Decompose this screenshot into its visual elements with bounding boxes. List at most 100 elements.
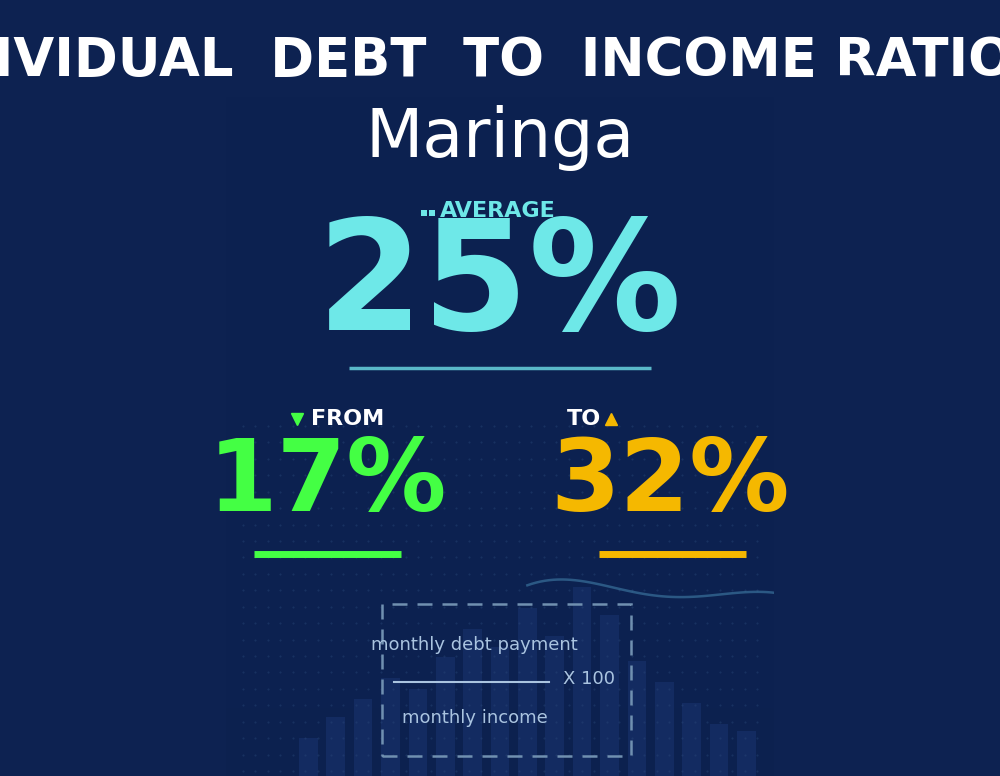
Bar xyxy=(226,660,774,669)
Bar xyxy=(226,213,774,223)
Bar xyxy=(226,553,774,563)
Bar xyxy=(226,456,774,466)
Bar xyxy=(226,417,774,427)
Bar xyxy=(226,48,774,58)
Bar xyxy=(226,330,774,339)
Bar xyxy=(226,0,774,9)
Bar xyxy=(226,573,774,582)
Bar xyxy=(226,97,774,106)
Bar xyxy=(226,640,774,650)
Bar xyxy=(226,495,774,504)
Bar xyxy=(226,106,774,116)
Bar xyxy=(429,210,435,217)
Bar xyxy=(628,660,646,776)
Bar xyxy=(226,689,774,698)
Bar xyxy=(226,9,774,19)
Bar xyxy=(226,737,774,747)
Bar xyxy=(226,601,774,611)
Bar xyxy=(326,716,345,776)
Text: monthly income: monthly income xyxy=(402,709,547,727)
Bar xyxy=(226,698,774,708)
Text: INDIVIDUAL  DEBT  TO  INCOME RATIO  IN: INDIVIDUAL DEBT TO INCOME RATIO IN xyxy=(0,35,1000,87)
Bar xyxy=(226,747,774,757)
Bar xyxy=(226,272,774,282)
Bar xyxy=(226,563,774,573)
Bar xyxy=(226,466,774,475)
Bar xyxy=(421,210,427,217)
Bar xyxy=(226,175,774,184)
Bar xyxy=(600,615,619,776)
Bar xyxy=(655,681,674,776)
Bar xyxy=(226,155,774,165)
Bar xyxy=(226,78,774,87)
Bar xyxy=(226,194,774,203)
Bar xyxy=(226,514,774,524)
Bar xyxy=(226,39,774,48)
Bar xyxy=(226,300,774,310)
Bar xyxy=(226,349,774,359)
Bar xyxy=(226,669,774,679)
Bar xyxy=(226,611,774,621)
Bar xyxy=(436,657,455,776)
Bar xyxy=(226,252,774,262)
Bar xyxy=(573,587,591,776)
Bar xyxy=(226,378,774,388)
Bar xyxy=(737,730,756,776)
Bar xyxy=(226,534,774,543)
Bar xyxy=(226,184,774,194)
Bar xyxy=(226,136,774,145)
Text: Maringa: Maringa xyxy=(365,105,635,171)
Bar xyxy=(409,688,427,776)
Text: AVERAGE: AVERAGE xyxy=(440,201,556,221)
Bar xyxy=(226,397,774,407)
Bar xyxy=(226,87,774,97)
Bar xyxy=(463,629,482,776)
Bar xyxy=(226,29,774,39)
Bar xyxy=(226,767,774,776)
Bar xyxy=(226,475,774,485)
Bar xyxy=(226,591,774,601)
Bar xyxy=(226,262,774,272)
Bar xyxy=(226,650,774,660)
Bar xyxy=(226,708,774,718)
Bar xyxy=(226,718,774,728)
Bar xyxy=(710,723,728,776)
Bar xyxy=(354,699,372,776)
Bar xyxy=(226,630,774,640)
Bar xyxy=(226,145,774,155)
Bar xyxy=(226,291,774,300)
Bar xyxy=(226,19,774,29)
Bar xyxy=(226,543,774,553)
Bar xyxy=(226,116,774,126)
Bar xyxy=(226,68,774,78)
Bar xyxy=(226,310,774,320)
Text: monthly debt payment: monthly debt payment xyxy=(371,636,578,654)
Bar xyxy=(226,388,774,397)
Bar xyxy=(226,446,774,456)
Text: FROM: FROM xyxy=(311,409,384,429)
Bar xyxy=(226,281,774,291)
Bar xyxy=(226,58,774,68)
Bar xyxy=(226,407,774,417)
Bar xyxy=(226,485,774,495)
Bar xyxy=(299,737,318,776)
Text: X 100: X 100 xyxy=(563,670,615,688)
Bar xyxy=(226,504,774,514)
Bar xyxy=(226,203,774,213)
Bar xyxy=(226,582,774,591)
Bar xyxy=(381,678,400,776)
Bar xyxy=(226,728,774,737)
Bar xyxy=(226,524,774,534)
Text: 17%: 17% xyxy=(208,435,447,532)
Bar xyxy=(226,621,774,630)
Bar xyxy=(226,233,774,242)
Bar xyxy=(226,165,774,175)
Bar xyxy=(226,369,774,379)
Bar xyxy=(226,757,774,767)
Bar xyxy=(226,359,774,369)
Bar xyxy=(226,339,774,349)
Bar xyxy=(226,320,774,330)
Bar xyxy=(226,427,774,436)
Bar xyxy=(518,608,537,776)
Bar xyxy=(226,126,774,136)
